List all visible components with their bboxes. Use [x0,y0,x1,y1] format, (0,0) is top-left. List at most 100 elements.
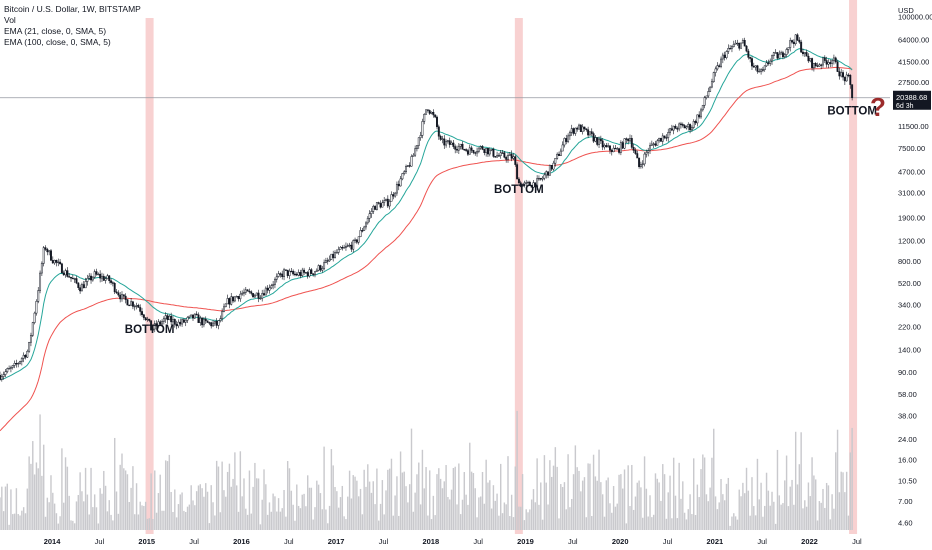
candle-body [667,132,670,138]
candle-body [337,248,340,253]
candle-body [707,91,710,97]
ema100-legend[interactable]: EMA (100, close, 0, SMA, 5) [4,37,111,47]
candle-body [594,137,597,142]
volume-bar [115,491,118,530]
volume-bar [428,470,431,530]
volume-bar [297,505,300,530]
volume-bar [625,523,628,530]
volume-bar [92,507,94,530]
volume-bar [711,457,713,530]
candle-body [425,109,428,115]
candle-body [443,138,446,146]
candle-body [426,109,429,111]
candle-body [40,263,43,274]
volume-legend[interactable]: Vol [4,15,16,25]
candle-body [638,157,641,168]
volume-bar [716,509,719,530]
volume-bar [605,480,608,530]
candle-body [406,165,409,167]
volume-bar [128,502,130,530]
volume-bar [223,490,225,530]
y-tick-label: 800.00 [898,257,921,266]
volume-bar [394,495,396,530]
candle-body [499,152,502,156]
candle-body [496,155,499,158]
volume-bar [212,502,214,530]
candle-body [630,138,633,148]
volume-bar [474,488,476,530]
volume-bar [356,480,358,530]
volume-bar [804,500,806,530]
volume-bar [117,513,120,530]
candle-body [166,315,169,321]
candle-body [319,265,322,271]
candle-body [690,127,693,131]
volume-bar [239,451,242,530]
volume-bar [678,462,680,530]
volume-bar [574,445,577,530]
candle-body [434,114,437,118]
candle-body [510,153,513,159]
volume-bar [601,494,604,530]
volume-bar [731,516,733,530]
volume-bar [308,487,311,530]
volume-bar [144,501,147,530]
candle-body [228,298,231,305]
volume-bar [376,468,378,530]
candle-body [2,374,5,377]
candle-body [514,156,517,165]
candle-body [395,183,398,194]
candle-body [771,55,773,62]
candle-body [747,50,750,58]
ema21-legend[interactable]: EMA (21, close, 0, SMA, 5) [4,26,107,36]
volume-bar [549,460,551,530]
volume-bar [698,497,700,530]
volume-bar [824,507,826,530]
volume-bar [17,514,19,530]
candle-body [408,165,411,167]
candle-body [720,58,722,67]
candle-body [26,350,29,358]
candle-body [760,69,763,72]
candle-body [723,54,726,58]
volume-bar [667,492,669,530]
volume-bar [425,467,427,530]
y-tick-label: 16.00 [898,455,917,464]
volume-bar [838,492,841,530]
time-axis[interactable]: 2014 Jul 2015 Jul 2016 Jul 2017 Jul 2018 Jul 2019 J… [44,537,862,546]
candle-body [456,149,458,151]
volume-bar [665,518,668,530]
candle-body [745,45,748,52]
candle-body [676,128,679,130]
volume-bar [720,478,722,530]
volume-bar [532,489,535,530]
candle-body [647,150,650,153]
candle-body [614,147,617,150]
candle-body [288,270,291,276]
volume-bar [485,459,487,530]
volume-bar [143,505,145,530]
candle-body [507,155,509,160]
candle-body [99,273,102,279]
volume-bar [290,490,293,530]
candle-body [685,126,688,129]
volume-bar [631,464,633,530]
volume-bar [159,474,161,530]
volume-bar [266,514,269,530]
symbol-title[interactable]: Bitcoin / U.S. Dollar, 1W, BITSTAMP [4,4,141,14]
candle-body [226,298,229,305]
candle-body [823,57,826,61]
candle-body [48,250,51,253]
volume-bar [767,490,770,530]
volume-bar [181,492,183,530]
candle-body [756,65,759,72]
price-badge-price: 20388.68 [896,93,927,102]
volume-bar [662,464,664,530]
volume-bar [516,410,518,530]
candle-body [803,52,806,55]
candle-body [374,206,377,210]
candle-body [255,292,258,296]
candle-body [692,121,695,128]
price-axis[interactable]: 100000.0064000.0041500.0027500.0017500.0… [898,13,932,528]
